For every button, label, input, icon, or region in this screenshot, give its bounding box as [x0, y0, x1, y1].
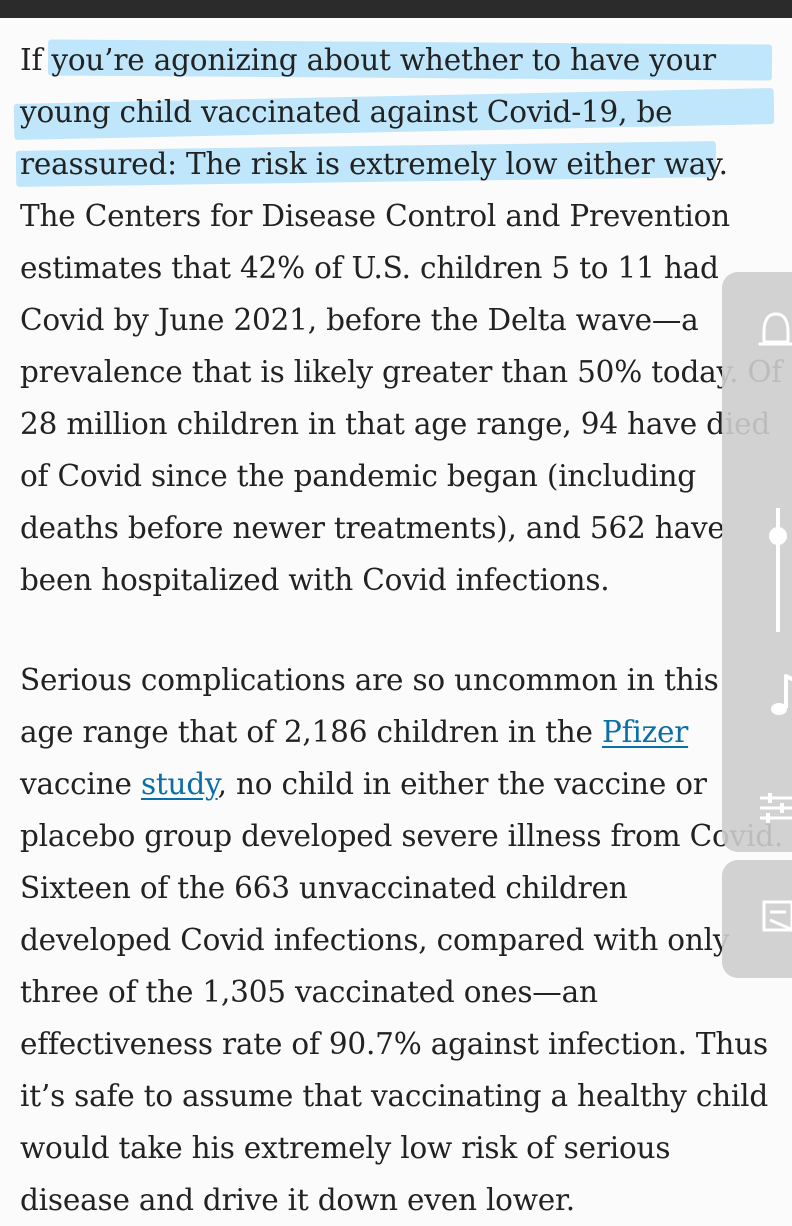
text-line: reassured: The risk is extremely low eit…: [20, 147, 728, 181]
text-line: three of the 1,305 vaccinated ones—an: [20, 975, 598, 1009]
text-line: young child vaccinated against Covid-19,…: [20, 95, 673, 129]
text-line: If you’re agonizing about whether to hav…: [20, 43, 716, 77]
text-line: prevalence that is likely greater than 5…: [20, 355, 783, 389]
text-line: of Covid since the pandemic began (inclu…: [20, 459, 696, 493]
study-link[interactable]: study: [140, 767, 218, 801]
text-line: developed Covid infections, compared wit…: [20, 923, 730, 957]
text-segment: age range that of 2,186 children in the: [20, 715, 602, 749]
status-bar: [0, 0, 792, 18]
text-line: it’s safe to assume that vaccinating a h…: [20, 1079, 769, 1113]
text-line: been hospitalized with Covid infections.: [20, 563, 610, 597]
text-line: effectiveness rate of 90.7% against infe…: [20, 1027, 768, 1061]
pfizer-link[interactable]: Pfizer: [602, 715, 689, 749]
text-line: disease and drive it down even lower.: [20, 1183, 575, 1217]
note-edit-icon[interactable]: [760, 898, 792, 938]
bell-icon[interactable]: [756, 310, 792, 354]
music-note-icon[interactable]: [764, 672, 792, 720]
paragraph-2: Serious complications are so uncommon in…: [20, 654, 790, 1226]
side-note-panel[interactable]: [722, 860, 792, 978]
text-line: Covid by June 2021, before the Delta wav…: [20, 303, 699, 337]
side-control-panel[interactable]: [722, 272, 792, 852]
text-line: deaths before newer treatments), and 562…: [20, 511, 725, 545]
text-line: placebo group developed severe illness f…: [20, 819, 784, 853]
text-line: vaccine study, no child in either the va…: [20, 758, 790, 810]
text-line: age range that of 2,186 children in the …: [20, 706, 790, 758]
text-line: Serious complications are so uncommon in…: [20, 663, 719, 697]
text-segment: , no child in either the vaccine or: [217, 767, 707, 801]
text-line: estimates that 42% of U.S. children 5 to…: [20, 251, 719, 285]
text-line: The Centers for Disease Control and Prev…: [20, 199, 730, 233]
article-body: If you’re agonizing about whether to hav…: [20, 34, 790, 1226]
text-line: 28 million children in that age range, 9…: [20, 407, 771, 441]
paragraph-1: If you’re agonizing about whether to hav…: [20, 34, 790, 606]
text-segment: vaccine: [20, 767, 141, 801]
tune-icon[interactable]: [756, 790, 792, 826]
brightness-slider-icon[interactable]: [758, 508, 792, 632]
text-line: Sixteen of the 663 unvaccinated children: [20, 871, 628, 905]
text-line: would take his extremely low risk of ser…: [20, 1131, 671, 1165]
